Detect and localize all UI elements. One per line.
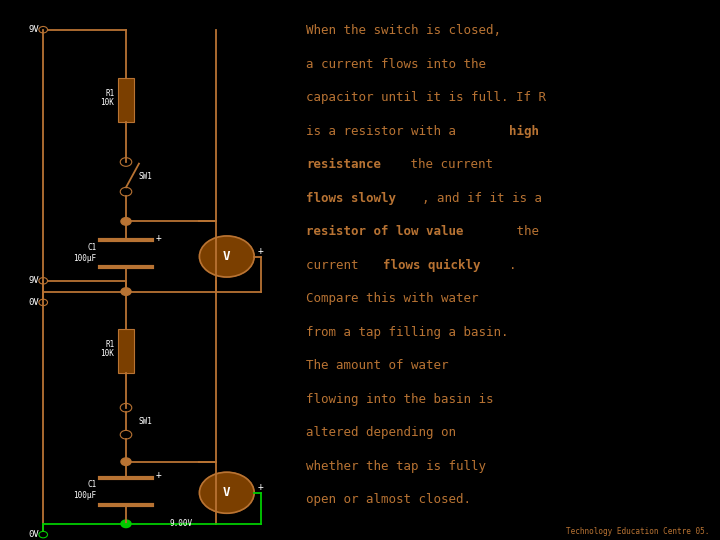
- Text: +: +: [258, 482, 264, 492]
- Text: 10K: 10K: [101, 349, 114, 358]
- Text: 9V: 9V: [29, 25, 40, 34]
- Bar: [118, 329, 134, 373]
- Text: altered depending on: altered depending on: [306, 426, 456, 439]
- Text: C1: C1: [87, 243, 96, 252]
- Text: high: high: [509, 125, 539, 138]
- Text: 0V: 0V: [29, 530, 40, 539]
- Text: +: +: [156, 233, 161, 242]
- Text: whether the tap is fully: whether the tap is fully: [306, 460, 486, 472]
- Text: from a tap filling a basin.: from a tap filling a basin.: [306, 326, 508, 339]
- Text: 9.00V: 9.00V: [169, 518, 192, 528]
- Text: The amount of water: The amount of water: [306, 359, 449, 372]
- Text: capacitor until it is full. If R: capacitor until it is full. If R: [306, 91, 546, 104]
- Text: resistor of low value: resistor of low value: [306, 225, 464, 238]
- Text: 100μF: 100μF: [73, 491, 96, 500]
- Text: .: .: [509, 259, 517, 272]
- Text: 10K: 10K: [101, 98, 114, 107]
- Text: 9V: 9V: [29, 276, 40, 285]
- Circle shape: [199, 472, 254, 513]
- Text: R1: R1: [105, 89, 114, 98]
- Text: resistance: resistance: [306, 158, 381, 171]
- Text: a current flows into the: a current flows into the: [306, 58, 486, 71]
- Text: flows slowly: flows slowly: [306, 192, 396, 205]
- Text: R1: R1: [105, 340, 114, 349]
- Text: open or almost closed.: open or almost closed.: [306, 493, 471, 506]
- Text: +: +: [258, 246, 264, 256]
- Text: SW1: SW1: [139, 417, 153, 426]
- Text: flows quickly: flows quickly: [384, 259, 481, 272]
- Circle shape: [199, 236, 254, 277]
- Bar: [118, 78, 134, 122]
- Text: the: the: [509, 225, 539, 238]
- Text: is a resistor with a: is a resistor with a: [306, 125, 464, 138]
- Text: V: V: [223, 486, 230, 500]
- Text: Compare this with water: Compare this with water: [306, 292, 479, 305]
- Text: current: current: [306, 259, 366, 272]
- Text: flowing into the basin is: flowing into the basin is: [306, 393, 493, 406]
- Text: the current: the current: [402, 158, 492, 171]
- Text: When the switch is closed,: When the switch is closed,: [306, 24, 501, 37]
- Text: 100μF: 100μF: [73, 254, 96, 262]
- Text: , and if it is a: , and if it is a: [422, 192, 542, 205]
- Text: V: V: [223, 250, 230, 263]
- Circle shape: [121, 458, 131, 465]
- Text: 0V: 0V: [29, 298, 40, 307]
- Circle shape: [121, 288, 131, 295]
- Circle shape: [121, 520, 131, 528]
- Text: C1: C1: [87, 481, 96, 489]
- Text: Technology Education Centre 05.: Technology Education Centre 05.: [566, 526, 709, 536]
- Circle shape: [121, 218, 131, 225]
- Text: +: +: [156, 470, 161, 480]
- Text: SW1: SW1: [139, 172, 153, 181]
